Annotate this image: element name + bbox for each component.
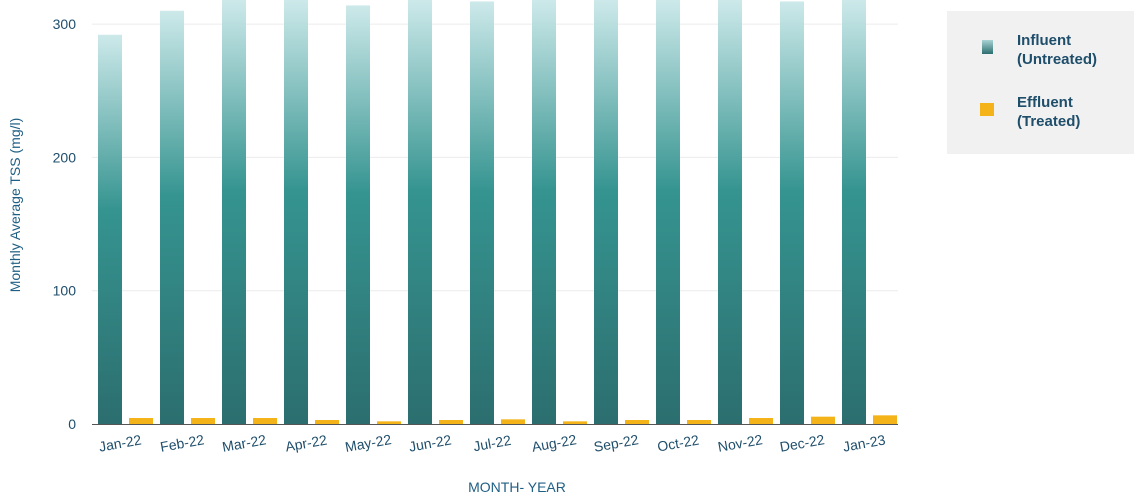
y-tick-label: 200	[53, 149, 77, 165]
bar-influent	[470, 1, 494, 425]
bar-effluent	[625, 420, 649, 424]
x-tick-label: Oct-22	[656, 432, 700, 455]
bar-influent	[98, 34, 122, 424]
x-tick-label: Feb-22	[159, 431, 206, 454]
x-axis-ticks: Jan-22 Feb-22 Mar-22 Apr-22 May-22 Jun-22 Jul-…	[98, 431, 887, 455]
bar-influent	[780, 1, 804, 425]
gridlines	[92, 23, 898, 292]
bar-influent	[594, 0, 618, 424]
x-tick-label: Nov-22	[717, 431, 764, 455]
bar-influent	[842, 0, 866, 424]
bar-effluent	[687, 420, 711, 424]
x-tick-label: Jan-23	[842, 431, 887, 454]
y-tick-label: 300	[53, 16, 77, 32]
bar-effluent	[129, 418, 153, 424]
y-axis-title: Monthly Average TSS (mg/l)	[7, 118, 23, 293]
bar-effluent	[315, 420, 339, 424]
x-tick-label: Jun-22	[408, 431, 453, 454]
y-tick-label: 100	[53, 283, 77, 299]
bar-influent	[718, 0, 742, 424]
bar-effluent	[191, 418, 215, 424]
bar-influent	[408, 0, 432, 424]
bar-influent	[222, 0, 246, 424]
x-tick-label: Jan-22	[98, 431, 143, 454]
x-tick-label: May-22	[344, 431, 393, 455]
y-axis-ticks: 0 100 200 300	[53, 16, 77, 432]
x-axis-title: MONTH- YEAR	[468, 479, 566, 495]
x-tick-label: Aug-22	[531, 431, 578, 455]
y-tick-label: 0	[68, 416, 76, 432]
x-tick-label: Mar-22	[221, 431, 268, 454]
bar-effluent	[501, 419, 525, 424]
bar-effluent	[749, 418, 773, 424]
legend-label-effluent: Effluent (Treated)	[1017, 94, 1081, 130]
bar-effluent	[439, 420, 463, 424]
legend-swatch-effluent	[980, 103, 994, 116]
x-tick-label: Jul-22	[472, 432, 513, 454]
bar-effluent	[563, 421, 587, 424]
legend-swatch-influent	[982, 40, 993, 54]
legend: Influent (Untreated) Effluent (Treated)	[947, 11, 1134, 154]
bar-influent	[532, 0, 556, 424]
bar-influent	[656, 0, 680, 424]
legend-label-influent: Influent (Untreated)	[1017, 32, 1098, 68]
bar-influent	[346, 5, 370, 425]
x-tick-label: Sep-22	[593, 431, 640, 455]
bars	[98, 0, 897, 425]
bar-influent	[284, 0, 308, 424]
bar-effluent	[873, 415, 897, 424]
x-tick-label: Apr-22	[284, 432, 328, 455]
x-tick-label: Dec-22	[779, 431, 826, 455]
bar-effluent	[253, 418, 277, 424]
bar-effluent	[377, 421, 401, 424]
bar-influent	[160, 10, 184, 425]
bar-effluent	[811, 416, 835, 424]
